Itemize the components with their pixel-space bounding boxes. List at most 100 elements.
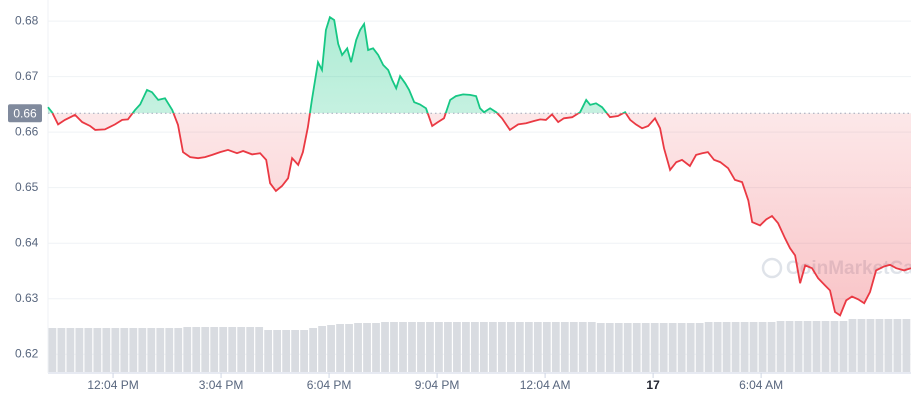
- volume-bar: [785, 321, 794, 372]
- volume-bar: [444, 322, 452, 372]
- volume-bar: [488, 322, 497, 372]
- volume-bar: [480, 322, 488, 372]
- x-tick-label: 9:04 PM: [415, 378, 460, 392]
- volume-bar: [866, 319, 875, 372]
- volume-bar: [749, 322, 758, 372]
- volume-bar: [560, 322, 569, 372]
- x-tick-label: 6:04 AM: [739, 378, 783, 392]
- volume-bar: [57, 328, 66, 372]
- volume-bar: [893, 319, 902, 372]
- volume-bar: [462, 322, 470, 372]
- volume-bar: [839, 321, 848, 372]
- y-tick-label: 0.62: [15, 346, 39, 360]
- y-tick-label: 0.66: [15, 124, 39, 138]
- volume-bar: [381, 322, 389, 372]
- volume-bar: [453, 322, 461, 372]
- watermark-logo: [761, 257, 783, 279]
- volume-bar: [183, 327, 192, 372]
- volume-bar: [102, 328, 111, 372]
- volume-bar: [228, 327, 237, 372]
- volume-bar: [722, 322, 731, 372]
- volume-bar: [614, 323, 623, 372]
- volume-bar: [686, 323, 695, 372]
- volume-bar: [677, 323, 686, 372]
- volume-bar: [264, 330, 273, 372]
- volume-bar: [237, 327, 246, 372]
- volume-bar: [300, 330, 308, 372]
- volume-bar: [327, 325, 335, 372]
- volume-bar: [147, 328, 156, 372]
- volume-bar: [399, 322, 407, 372]
- volume-bar: [812, 321, 821, 372]
- volume-bar: [291, 330, 300, 372]
- area-down: [48, 113, 911, 316]
- x-tick-label: 12:04 PM: [87, 378, 138, 392]
- reference-label: 0.66: [13, 106, 37, 120]
- volume-bar: [309, 328, 317, 372]
- volume-bar: [704, 322, 713, 372]
- volume-bar: [345, 324, 353, 372]
- volume-bar: [192, 327, 201, 372]
- volume-bar: [390, 322, 398, 372]
- volume-bar: [497, 322, 506, 372]
- volume-bar: [857, 319, 866, 372]
- volume-bar: [93, 328, 102, 372]
- volume-bar: [75, 328, 84, 372]
- price-line-up: [47, 15, 627, 114]
- volume-bar: [219, 327, 228, 372]
- volume-bar: [506, 322, 515, 372]
- volume-bar: [776, 321, 785, 372]
- volume-bar: [84, 328, 93, 372]
- volume-bar: [246, 327, 255, 372]
- reference-label-box: [8, 104, 42, 123]
- volume-bar: [354, 323, 362, 372]
- x-tick-label: 3:04 PM: [199, 378, 244, 392]
- y-tick-label: 0.63: [15, 291, 39, 305]
- volume-bar: [641, 323, 650, 372]
- volume-bar: [471, 322, 479, 372]
- volume-bar: [650, 323, 659, 372]
- volume-bar: [695, 323, 704, 372]
- x-tick-label: 17: [646, 378, 660, 392]
- volume-bar: [713, 322, 722, 372]
- volume-bar: [821, 321, 830, 372]
- volume-bar: [596, 323, 605, 372]
- volume-bar: [282, 330, 291, 372]
- volume-bar: [273, 330, 282, 372]
- volume-bar: [533, 322, 542, 372]
- plot: 0.66: [8, 15, 911, 317]
- volume-bar: [372, 323, 380, 372]
- volume-bar: [542, 322, 551, 372]
- y-tick-label: 0.64: [15, 235, 39, 249]
- y-tick-label: 0.65: [15, 180, 39, 194]
- volume-bar: [605, 323, 614, 372]
- volume-bar: [758, 322, 767, 372]
- volume-bar: [569, 322, 578, 372]
- volume-bar: [210, 327, 219, 372]
- volume-bar: [515, 322, 524, 372]
- price-line-down: [51, 113, 911, 317]
- volume-bar: [551, 322, 560, 372]
- volume-bar: [740, 322, 749, 372]
- volume-bar: [66, 328, 75, 372]
- volume-bar: [48, 328, 57, 372]
- volume-bar: [417, 322, 425, 372]
- volume-bar: [767, 322, 776, 372]
- volume-bar: [578, 322, 587, 372]
- volume-bar: [659, 323, 668, 372]
- volume-bar: [902, 319, 911, 372]
- volume-bar: [336, 324, 344, 372]
- volume-bar: [848, 319, 857, 372]
- volume-bar: [435, 322, 443, 372]
- volume-bar: [138, 328, 147, 372]
- area-up: [48, 17, 626, 114]
- volume-bar: [156, 328, 165, 372]
- volume-bar: [408, 322, 416, 372]
- x-tick-label: 12:04 AM: [520, 378, 571, 392]
- volume-bar: [426, 322, 434, 372]
- volume-bar: [255, 327, 264, 372]
- volume-bar: [201, 327, 210, 372]
- y-tick-label: 0.68: [15, 13, 39, 27]
